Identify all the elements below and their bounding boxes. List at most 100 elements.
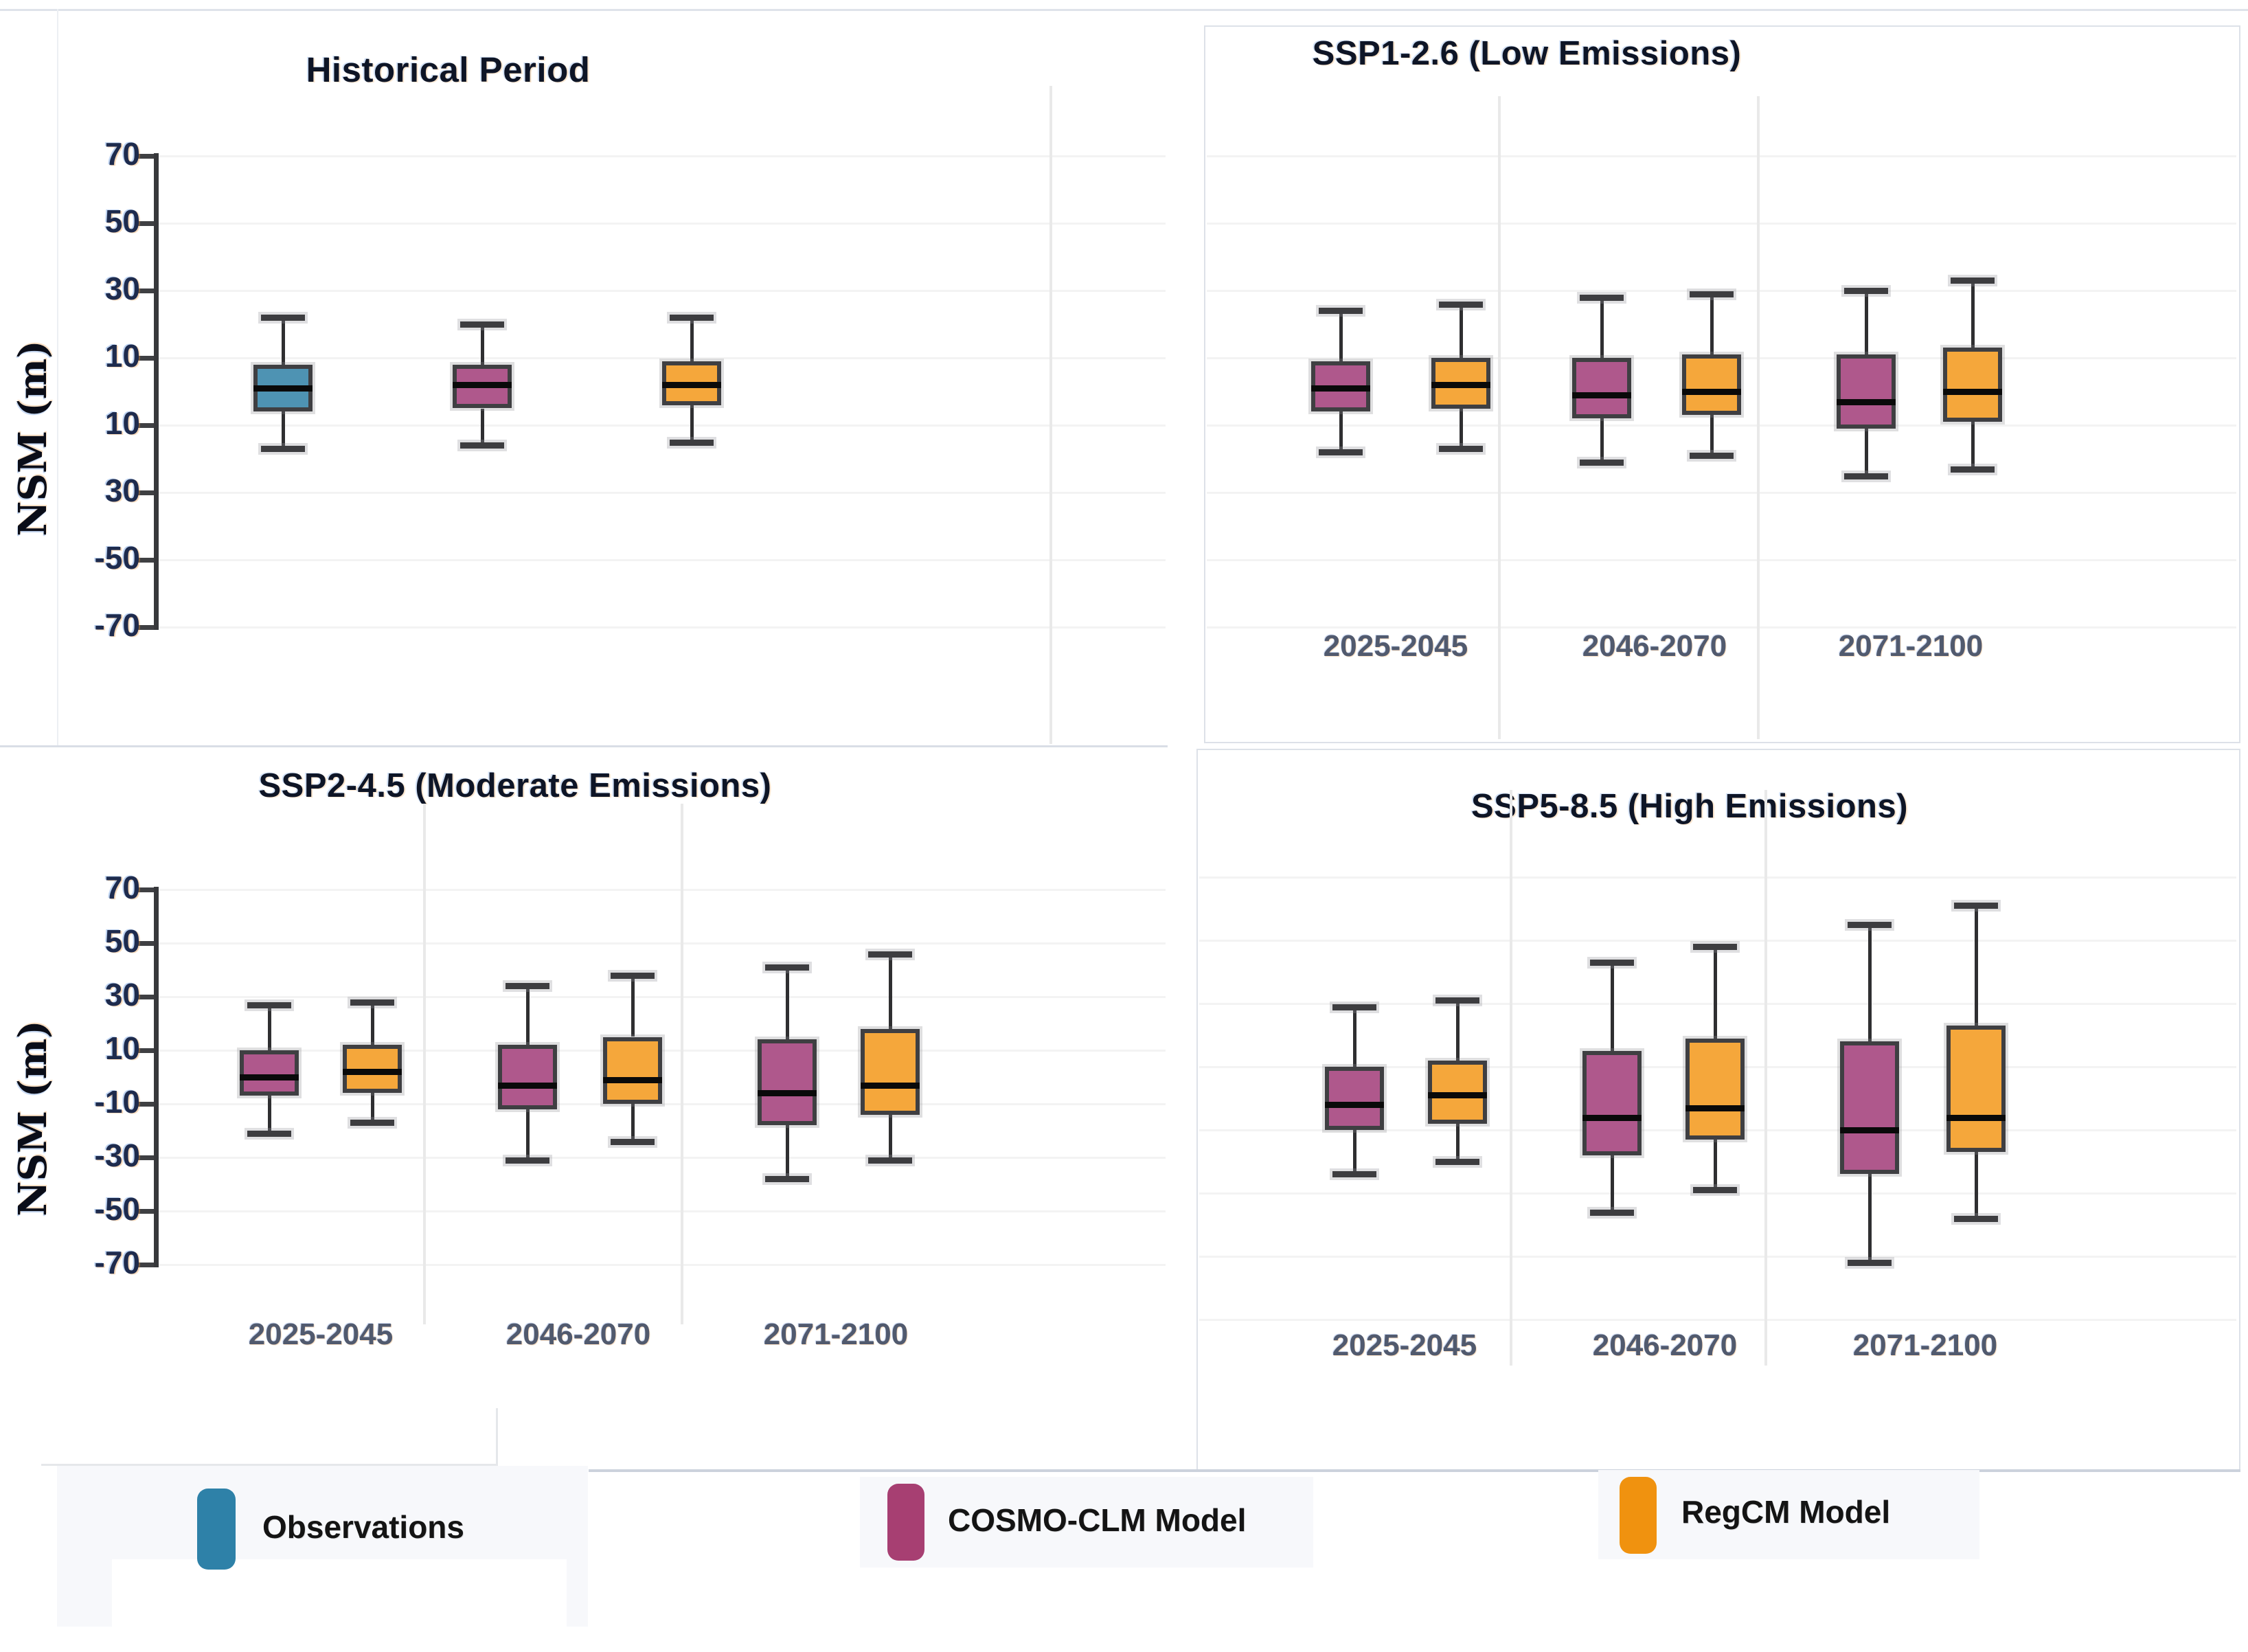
category-separator-historical-0: [1049, 86, 1052, 744]
whisker-cap-bottom-ssp245-RegCM Model-2071-2100: [868, 1157, 912, 1164]
title-ssp245: SSP2-4.5 (Moderate Emissions): [258, 767, 772, 804]
y-tick-label-ssp245-10: 10: [104, 1030, 140, 1066]
gridline-ssp126-50: [1207, 223, 2236, 225]
y-tick-ssp245--70: [136, 1263, 154, 1267]
gridline-historical-70: [157, 155, 1166, 157]
median-ssp585-COSMO-CLM Model-2071-2100: [1840, 1127, 1899, 1133]
panel-ssp126-border: [1204, 25, 2240, 743]
median-historical-Observations: [253, 385, 313, 392]
whisker-bottom-ssp245-RegCM Model-2025-2045: [371, 1093, 374, 1123]
y-tick-historical-10: [136, 356, 154, 361]
x-label-ssp245-2046-2070: 2046-2070: [506, 1317, 651, 1351]
gridline-historical--50: [157, 559, 1166, 561]
whisker-cap-top-ssp245-COSMO-CLM Model-2071-2100: [765, 964, 809, 971]
y-tick-label-historical-70: 70: [104, 136, 140, 172]
whisker-cap-bottom-ssp126-COSMO-CLM Model-2071-2100: [1844, 473, 1888, 479]
whisker-bottom-ssp245-RegCM Model-2071-2100: [889, 1114, 892, 1160]
y-tick-ssp245-30: [136, 995, 154, 999]
whisker-cap-top-ssp585-COSMO-CLM Model-2071-2100: [1848, 922, 1892, 928]
y-tick-ssp245--50: [136, 1209, 154, 1214]
whisker-top-ssp126-RegCM Model-2071-2100: [1971, 280, 1975, 348]
median-ssp585-RegCM Model-2071-2100: [1946, 1114, 2006, 1121]
median-historical-COSMO-CLM Model: [453, 382, 512, 389]
gridline-ssp245-50: [157, 942, 1166, 944]
y-tick-label-ssp245--30: -30: [94, 1138, 140, 1173]
whisker-bottom-ssp585-COSMO-CLM Model-2046-2070: [1611, 1155, 1614, 1212]
box-ssp585-RegCM Model-2046-2070: [1685, 1038, 1745, 1140]
whisker-top-historical-Observations: [282, 317, 285, 365]
gridline-ssp585-30: [1199, 1003, 2236, 1005]
x-label-ssp126-2025-2045: 2025-2045: [1323, 629, 1468, 663]
whisker-cap-top-ssp126-COSMO-CLM Model-2046-2070: [1580, 294, 1624, 301]
median-ssp245-COSMO-CLM Model-2071-2100: [758, 1090, 817, 1097]
left-border: [57, 9, 58, 745]
bottom-border: [589, 1469, 2240, 1472]
x-label-ssp126-2071-2100: 2071-2100: [1838, 629, 1984, 663]
whisker-bottom-historical-COSMO-CLM Model: [481, 408, 484, 446]
y-tick-label-ssp245--50: -50: [94, 1191, 140, 1227]
median-ssp585-RegCM Model-2025-2045: [1428, 1092, 1487, 1099]
category-separator-ssp245-1: [681, 804, 683, 1324]
y-tick-ssp245-50: [136, 941, 154, 946]
whisker-cap-bottom-ssp126-RegCM Model-2025-2045: [1439, 446, 1483, 453]
median-ssp126-COSMO-CLM Model-2071-2100: [1837, 398, 1896, 405]
whisker-bottom-ssp585-RegCM Model-2046-2070: [1714, 1139, 1717, 1190]
top-border: [0, 9, 2248, 11]
whisker-top-ssp245-COSMO-CLM Model-2071-2100: [786, 967, 789, 1040]
y-tick-historical--70: [136, 625, 154, 630]
whisker-bottom-ssp245-COSMO-CLM Model-2071-2100: [786, 1125, 789, 1179]
gridline-ssp126--70: [1207, 626, 2236, 629]
y-axis-line-ssp245: [154, 887, 159, 1267]
whisker-cap-top-historical-COSMO-CLM Model: [460, 321, 504, 328]
whisker-top-ssp245-RegCM Model-2071-2100: [889, 953, 892, 1029]
y-tick-label-ssp245--70: -70: [94, 1245, 140, 1280]
y-tick-label-historical--10: 10: [104, 405, 140, 441]
whisker-cap-top-ssp585-RegCM Model-2025-2045: [1435, 997, 1479, 1004]
gridline-ssp585-50: [1199, 940, 2236, 942]
whisker-cap-bottom-ssp245-COSMO-CLM Model-2046-2070: [506, 1157, 549, 1164]
whisker-cap-top-ssp245-COSMO-CLM Model-2025-2045: [247, 1002, 291, 1008]
whisker-top-ssp245-RegCM Model-2025-2045: [371, 1002, 374, 1045]
whisker-top-ssp245-COSMO-CLM Model-2025-2045: [268, 1004, 271, 1050]
gridline-historical--10: [157, 425, 1166, 427]
whisker-top-ssp585-COSMO-CLM Model-2046-2070: [1611, 962, 1614, 1051]
whisker-bottom-ssp585-COSMO-CLM Model-2071-2100: [1868, 1174, 1872, 1263]
y-tick-historical--10: [136, 423, 154, 428]
whisker-cap-bottom-historical-Observations: [261, 446, 305, 453]
whisker-cap-bottom-historical-RegCM Model: [670, 439, 714, 446]
gridline-ssp245--70: [157, 1264, 1166, 1266]
whisker-bottom-ssp585-RegCM Model-2025-2045: [1456, 1123, 1460, 1162]
gridline-historical-10: [157, 357, 1166, 359]
whisker-cap-top-ssp245-COSMO-CLM Model-2046-2070: [506, 983, 549, 990]
whisker-bottom-ssp126-RegCM Model-2071-2100: [1971, 422, 1975, 469]
x-label-ssp126-2046-2070: 2046-2070: [1582, 629, 1727, 663]
box-ssp126-RegCM Model-2046-2070: [1682, 354, 1741, 416]
whisker-cap-bottom-historical-COSMO-CLM Model: [460, 442, 504, 449]
whisker-cap-top-ssp585-RegCM Model-2071-2100: [1954, 903, 1998, 909]
gridline-historical--30: [157, 492, 1166, 494]
box-ssp245-COSMO-CLM Model-2025-2045: [240, 1050, 299, 1096]
box-ssp245-RegCM Model-2071-2100: [861, 1028, 920, 1115]
median-ssp245-RegCM Model-2071-2100: [861, 1082, 920, 1089]
legend-label-cosmo-clm: COSMO-CLM Model: [948, 1502, 1247, 1538]
gridline-ssp585--70: [1199, 1319, 2236, 1321]
box-ssp585-COSMO-CLM Model-2046-2070: [1582, 1051, 1642, 1155]
box-ssp245-COSMO-CLM Model-2046-2070: [498, 1045, 557, 1109]
box-ssp585-RegCM Model-2025-2045: [1428, 1060, 1487, 1124]
whisker-bottom-ssp585-RegCM Model-2071-2100: [1975, 1152, 1978, 1219]
whisker-cap-top-ssp126-RegCM Model-2046-2070: [1690, 291, 1734, 297]
y-tick-ssp245--10: [136, 1102, 154, 1107]
legend-card-cosmo: [860, 1477, 1313, 1568]
gridline-ssp245--50: [157, 1210, 1166, 1212]
y-tick-label-historical--50: -50: [94, 540, 140, 576]
gridline-ssp126--50: [1207, 559, 2236, 561]
median-ssp126-COSMO-CLM Model-2046-2070: [1572, 392, 1631, 398]
y-tick-historical-30: [136, 288, 154, 293]
title-historical: Historical Period: [306, 50, 591, 89]
whisker-cap-bottom-ssp585-COSMO-CLM Model-2071-2100: [1848, 1260, 1892, 1267]
mid-horizontal-border: [0, 745, 1168, 747]
median-ssp126-RegCM Model-2046-2070: [1682, 389, 1741, 395]
gridline-ssp245-30: [157, 996, 1166, 998]
whisker-cap-top-historical-RegCM Model: [670, 315, 714, 321]
gridline-ssp585--50: [1199, 1256, 2236, 1258]
